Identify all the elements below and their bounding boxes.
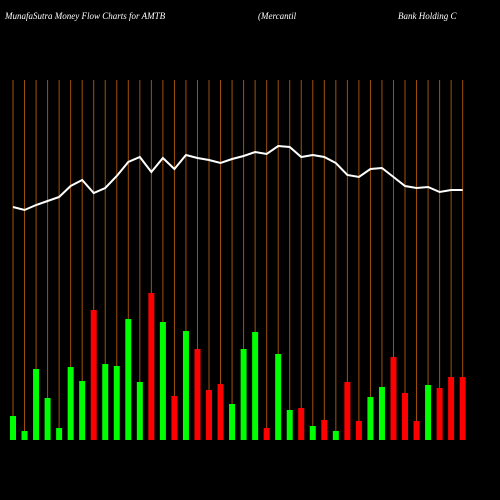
bar — [125, 319, 132, 440]
bar — [10, 416, 16, 440]
bar — [33, 369, 40, 440]
money-flow-line — [12, 144, 463, 212]
chart-title: MunafaSutra Money Flow Charts for AMTB — [4, 11, 166, 21]
bar — [182, 331, 189, 440]
bar — [56, 428, 63, 440]
bar — [344, 382, 351, 440]
bar — [102, 364, 109, 440]
bar — [217, 384, 224, 440]
chart-title: (Mercantil — [258, 11, 297, 21]
bar — [378, 387, 385, 440]
bar — [367, 397, 374, 440]
bar — [459, 377, 466, 440]
bar — [240, 349, 247, 440]
bar — [229, 404, 236, 440]
bar — [309, 426, 316, 440]
bar — [171, 396, 178, 440]
bar — [21, 431, 28, 440]
bar — [425, 385, 432, 440]
bar — [332, 431, 339, 440]
bar — [275, 354, 282, 440]
bar — [413, 421, 420, 440]
bar — [79, 381, 86, 440]
bar — [390, 357, 397, 440]
bar — [263, 428, 270, 440]
chart-title: Bank Holding C — [398, 11, 457, 21]
bar — [67, 367, 74, 440]
bar — [159, 322, 166, 440]
bar — [113, 366, 120, 440]
bar — [148, 293, 155, 440]
bar — [355, 421, 362, 440]
bar — [206, 390, 213, 440]
bar — [90, 310, 97, 440]
bar — [321, 420, 328, 440]
bar — [402, 393, 409, 440]
bar — [252, 332, 259, 440]
bar — [436, 388, 443, 440]
bar — [44, 398, 51, 440]
bar — [194, 349, 201, 440]
bar — [448, 377, 455, 440]
bar — [298, 408, 305, 440]
bar — [136, 382, 143, 440]
bar — [286, 410, 293, 440]
